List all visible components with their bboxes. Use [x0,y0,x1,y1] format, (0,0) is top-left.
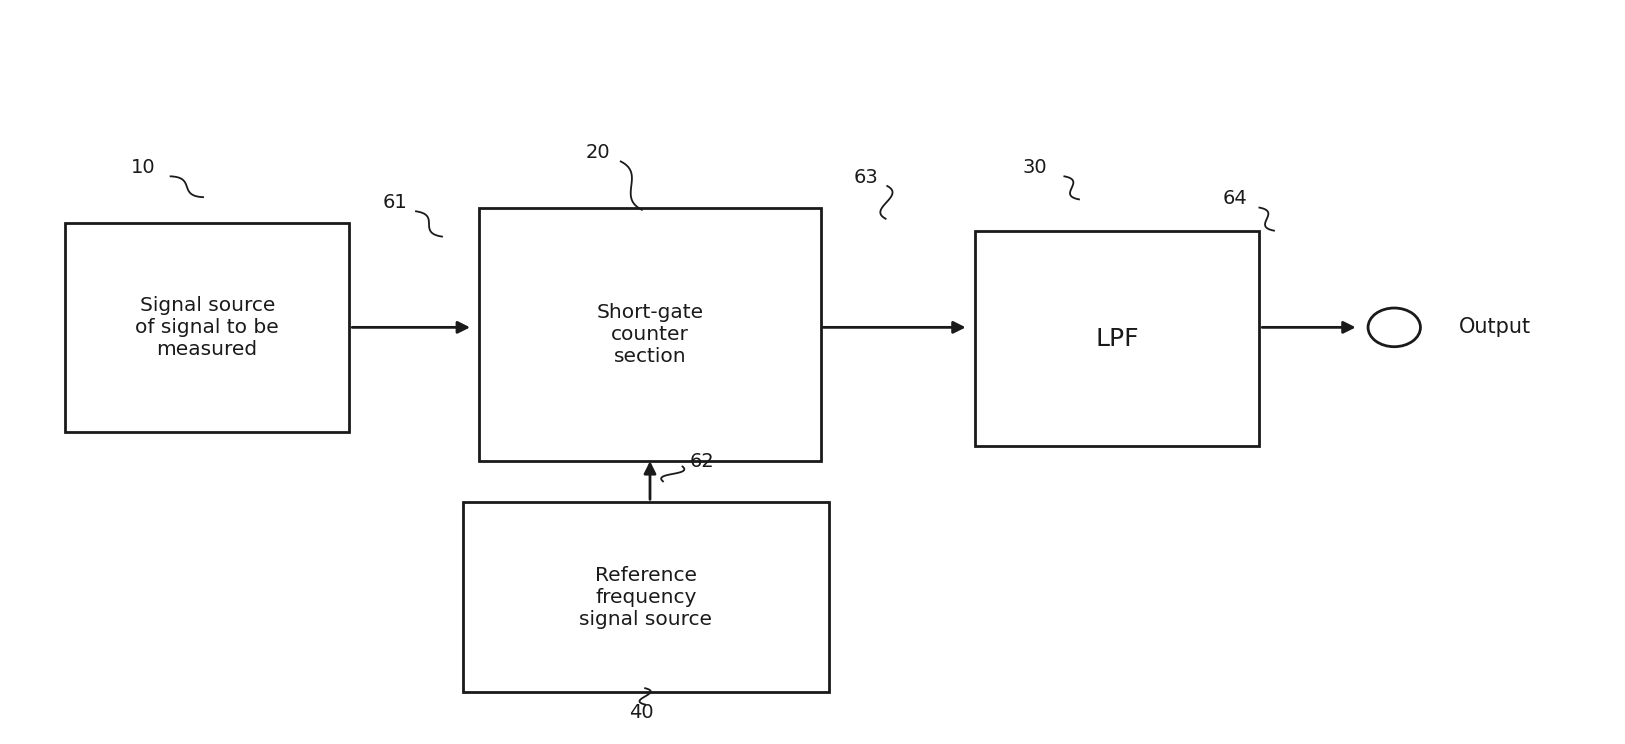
Text: 40: 40 [629,703,655,722]
Text: Short-gate
counter
section: Short-gate counter section [596,304,704,366]
FancyBboxPatch shape [463,502,829,692]
FancyBboxPatch shape [975,231,1259,446]
Text: 64: 64 [1222,189,1248,208]
FancyBboxPatch shape [479,208,821,461]
Text: 62: 62 [689,452,715,471]
Text: Reference
frequency
signal source: Reference frequency signal source [580,565,712,629]
Text: 63: 63 [853,167,879,187]
FancyBboxPatch shape [65,223,349,432]
Ellipse shape [1368,308,1420,347]
Text: 61: 61 [382,193,408,212]
Text: Signal source
of signal to be
measured: Signal source of signal to be measured [135,296,280,359]
Text: Output: Output [1459,318,1531,337]
Text: 20: 20 [585,143,611,162]
Text: LPF: LPF [1095,327,1139,350]
Text: 30: 30 [1022,158,1048,177]
Text: 10: 10 [130,158,156,177]
